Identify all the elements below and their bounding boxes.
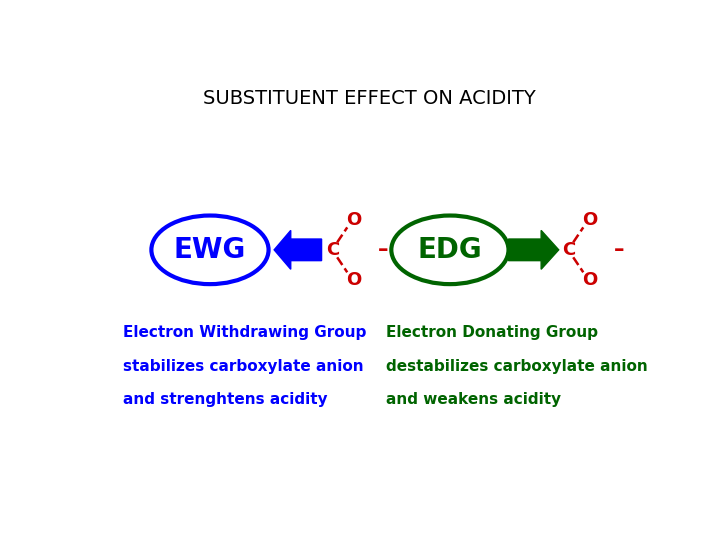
Text: Electron Donating Group: Electron Donating Group	[386, 326, 598, 341]
Text: stabilizes carboxylate anion: stabilizes carboxylate anion	[124, 359, 364, 374]
Text: O: O	[346, 211, 361, 229]
Text: C: C	[326, 241, 339, 259]
Text: destabilizes carboxylate anion: destabilizes carboxylate anion	[386, 359, 647, 374]
Text: EWG: EWG	[174, 236, 246, 264]
Text: O: O	[346, 271, 361, 289]
FancyArrow shape	[274, 231, 322, 269]
Text: O: O	[582, 271, 598, 289]
FancyArrow shape	[508, 231, 559, 269]
Text: C: C	[562, 241, 575, 259]
Text: and strenghtens acidity: and strenghtens acidity	[124, 392, 328, 407]
Text: EDG: EDG	[418, 236, 482, 264]
Text: O: O	[582, 211, 598, 229]
Text: and weakens acidity: and weakens acidity	[386, 392, 561, 407]
Text: Electron Withdrawing Group: Electron Withdrawing Group	[124, 326, 367, 341]
Text: SUBSTITUENT EFFECT ON ACIDITY: SUBSTITUENT EFFECT ON ACIDITY	[202, 89, 536, 107]
Text: –: –	[613, 240, 624, 260]
Text: –: –	[378, 240, 388, 260]
